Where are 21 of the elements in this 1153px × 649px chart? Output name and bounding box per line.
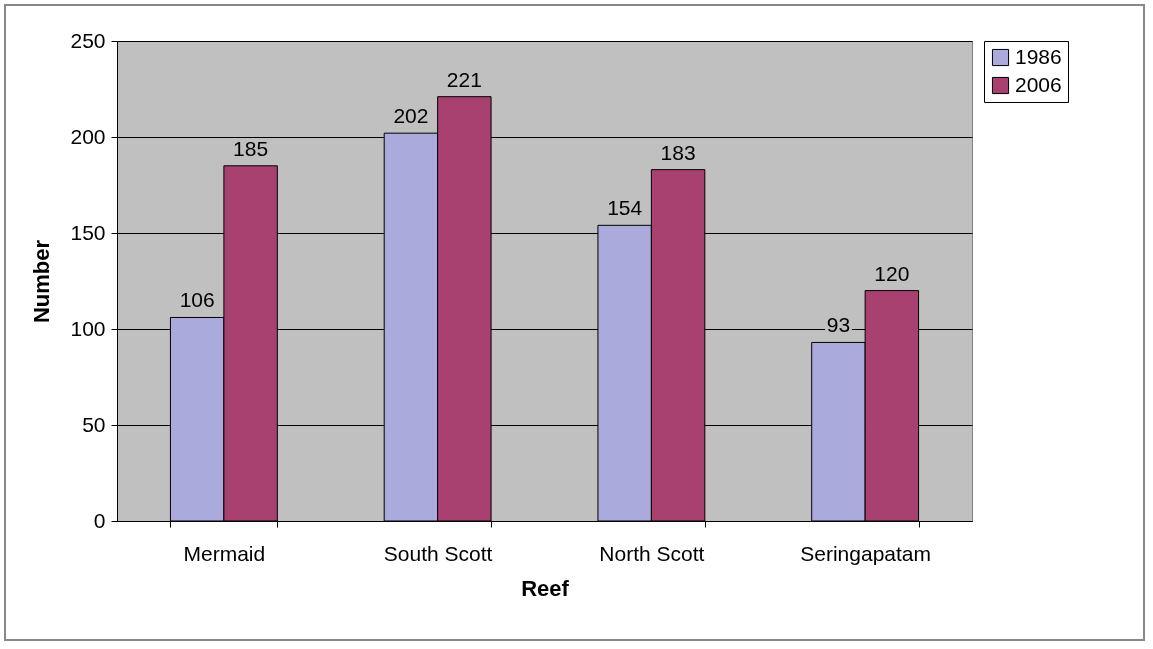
y-tick-label: 200 (70, 124, 106, 148)
y-tick-label: 150 (70, 220, 106, 244)
y-tick-label: 0 (93, 508, 106, 532)
data-label: 183 (660, 140, 696, 164)
x-tick-label: Seringapatam (800, 541, 931, 565)
y-tick-label: 100 (70, 316, 106, 340)
x-tick-label: Mermaid (183, 541, 266, 565)
legend-label: 2006 (1015, 72, 1062, 96)
y-tick-label: 50 (82, 412, 106, 436)
data-label: 185 (233, 136, 269, 160)
data-label: 106 (179, 288, 215, 312)
legend-label: 1986 (1015, 44, 1062, 68)
x-axis-title: Reef (521, 575, 570, 601)
data-label: 120 (874, 261, 910, 285)
y-axis-title: Number (29, 239, 55, 324)
x-tick-label: North Scott (599, 541, 705, 565)
data-label: 202 (393, 104, 429, 128)
y-tick-label: 250 (70, 28, 106, 52)
data-label: 154 (607, 196, 643, 220)
x-tick-label: South Scott (383, 541, 493, 565)
data-label: 221 (446, 67, 482, 91)
